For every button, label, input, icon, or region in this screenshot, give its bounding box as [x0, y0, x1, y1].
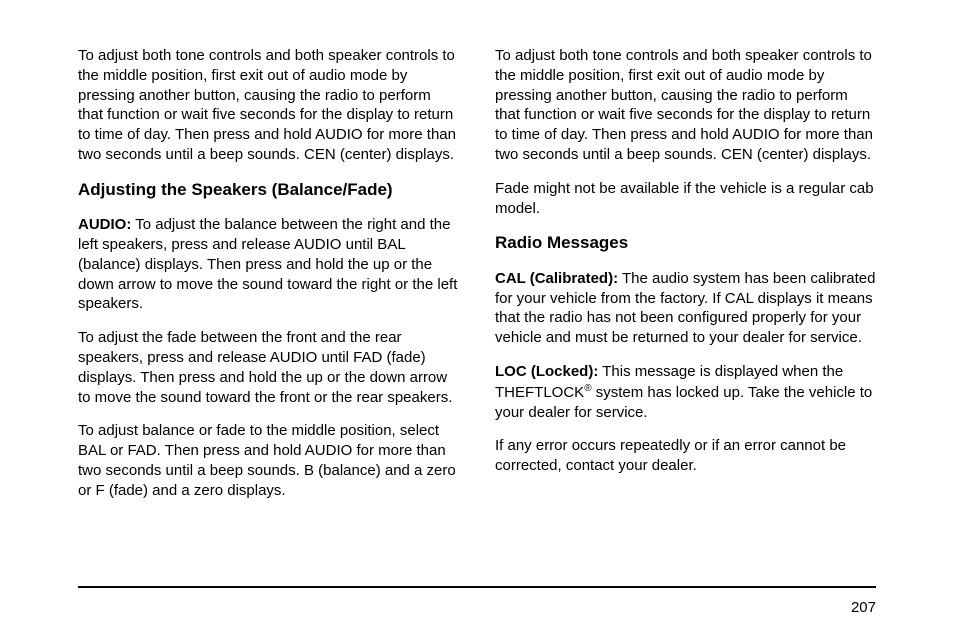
registered-mark: ®: [584, 383, 591, 394]
right-column: To adjust both tone controls and both sp…: [495, 46, 876, 515]
left-column: To adjust both tone controls and both sp…: [78, 46, 459, 515]
right-para-4: LOC (Locked): This message is displayed …: [495, 362, 876, 422]
left-para-2: AUDIO: To adjust the balance between the…: [78, 215, 459, 314]
left-para-1: To adjust both tone controls and both sp…: [78, 46, 459, 165]
page-number: 207: [851, 599, 876, 616]
right-para-1: To adjust both tone controls and both sp…: [495, 46, 876, 165]
right-para-2: Fade might not be available if the vehic…: [495, 179, 876, 219]
footer-rule: [78, 586, 876, 588]
left-para-4: To adjust balance or fade to the middle …: [78, 421, 459, 500]
left-para-3: To adjust the fade between the front and…: [78, 328, 459, 407]
left-para-2-body: To adjust the balance between the right …: [78, 216, 457, 312]
label-cal: CAL (Calibrated):: [495, 270, 618, 287]
heading-radio-messages: Radio Messages: [495, 232, 876, 254]
right-para-5: If any error occurs repeatedly or if an …: [495, 436, 876, 476]
right-para-3: CAL (Calibrated): The audio system has b…: [495, 269, 876, 348]
content-columns: To adjust both tone controls and both sp…: [78, 46, 876, 515]
label-loc: LOC (Locked):: [495, 363, 598, 380]
label-audio: AUDIO:: [78, 216, 131, 233]
heading-adjusting-speakers: Adjusting the Speakers (Balance/Fade): [78, 179, 459, 201]
